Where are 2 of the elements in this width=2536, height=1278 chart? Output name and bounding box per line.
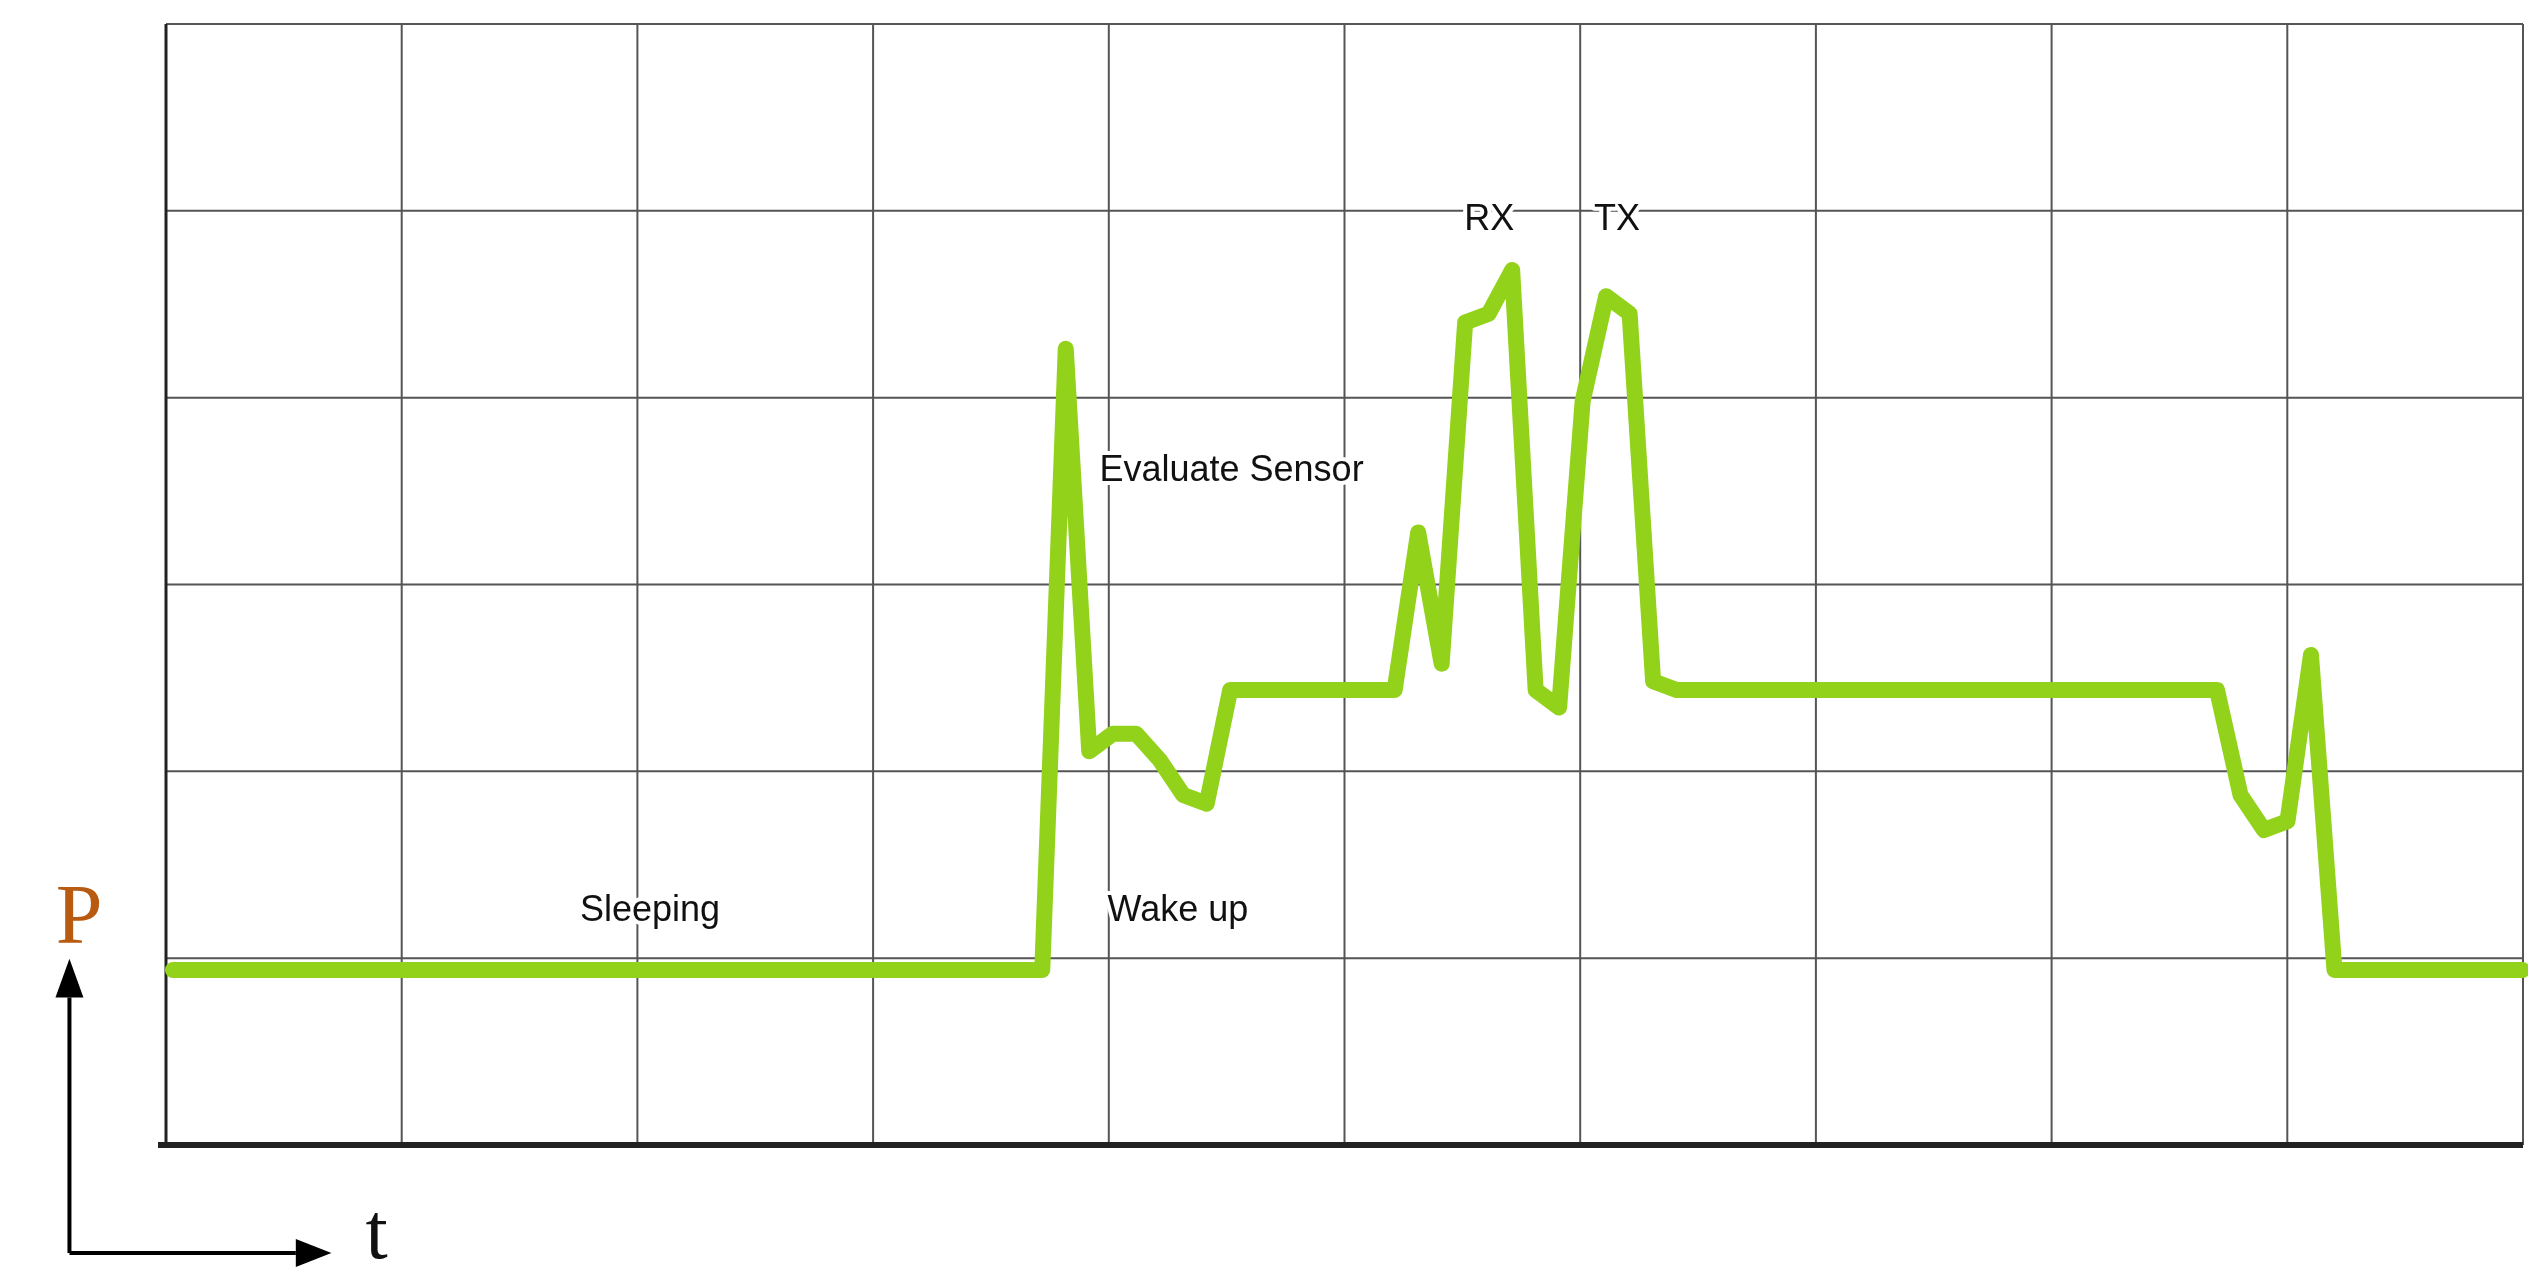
x-axis-title: t — [365, 1187, 388, 1275]
y-axis-title: P — [55, 867, 103, 961]
